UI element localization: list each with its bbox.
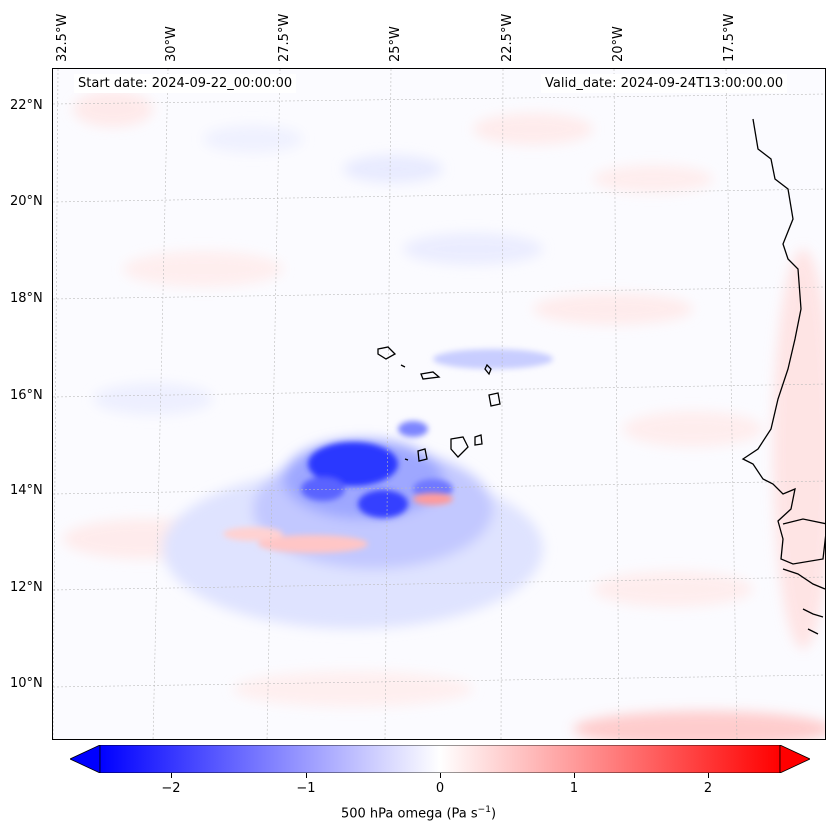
colorbar-tick [306, 773, 307, 778]
colorbar-tick-label: 1 [569, 781, 579, 796]
start-date-label: Start date: 2024-09-22_00:00:00 [74, 74, 297, 93]
colorbar-tick-label: −2 [161, 781, 181, 796]
omega-field-map [53, 69, 825, 739]
colorbar-tick [171, 773, 172, 778]
longitude-label: 20°W [611, 26, 626, 62]
longitude-label: 25°W [388, 26, 403, 62]
latitude-label: 22°N [10, 98, 43, 113]
longitude-label: 32.5°W [55, 13, 70, 62]
positive-omega-region [223, 349, 553, 553]
latitude-label: 16°N [10, 388, 43, 403]
latitude-label: 12°N [10, 580, 43, 595]
latitude-label: 14°N [10, 483, 43, 498]
colorbar-tick [440, 773, 441, 778]
colorbar-tick-label: 2 [703, 781, 713, 796]
map-panel [52, 68, 826, 740]
longitude-label: 22.5°W [500, 13, 515, 62]
colorbar-label-text: 500 hPa omega (Pa s [340, 806, 478, 822]
latitude-label: 10°N [10, 676, 43, 691]
latitude-label: 20°N [10, 194, 43, 209]
graticule [53, 69, 825, 739]
longitude-label: 27.5°W [277, 13, 292, 62]
colorbar-tick-label: −1 [296, 781, 316, 796]
colorbar-tick-label: 0 [435, 781, 445, 796]
valid-date-label: Valid_date: 2024-09-24T13:00:00.00 [541, 74, 788, 93]
colorbar-bar [69, 744, 811, 774]
colorbar-label-close: ) [490, 806, 497, 822]
colorbar-tick [708, 773, 709, 778]
colorbar [69, 744, 811, 774]
longitude-label: 30°W [164, 26, 179, 62]
colorbar-label-exponent: −1 [477, 805, 491, 815]
colorbar-tick [574, 773, 575, 778]
coastline [377, 118, 825, 635]
latitude-label: 18°N [10, 291, 43, 306]
colorbar-label: 500 hPa omega (Pa s−1) [0, 805, 837, 821]
longitude-label: 17.5°W [722, 13, 737, 62]
